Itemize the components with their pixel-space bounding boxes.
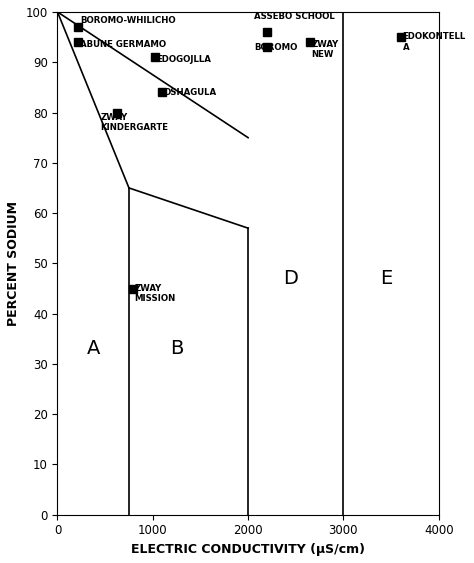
Text: ZWAY
KINDERGARTE: ZWAY KINDERGARTE — [100, 113, 168, 132]
Text: BOROMO: BOROMO — [254, 43, 297, 52]
Text: B: B — [170, 339, 183, 358]
Text: ZWAY
NEW: ZWAY NEW — [311, 40, 339, 59]
Text: ASSEBO SCHOOL: ASSEBO SCHOOL — [254, 12, 335, 21]
X-axis label: ELECTRIC CONDUCTIVITY (μS/cm): ELECTRIC CONDUCTIVITY (μS/cm) — [131, 543, 365, 556]
Text: ABUNE GERMAMO: ABUNE GERMAMO — [80, 40, 166, 49]
Text: OSHAGULA: OSHAGULA — [164, 88, 217, 97]
Y-axis label: PERCENT SODIUM: PERCENT SODIUM — [7, 201, 20, 326]
Text: BOROMO-WHILICHO: BOROMO-WHILICHO — [80, 16, 175, 25]
Text: EDOKONTELL
A: EDOKONTELL A — [402, 33, 466, 52]
Text: E: E — [380, 269, 392, 288]
Text: EDOGOJLLA: EDOGOJLLA — [156, 55, 211, 64]
Text: ZWAY
MISSION: ZWAY MISSION — [135, 284, 176, 303]
Text: A: A — [87, 339, 100, 358]
Text: D: D — [283, 269, 299, 288]
